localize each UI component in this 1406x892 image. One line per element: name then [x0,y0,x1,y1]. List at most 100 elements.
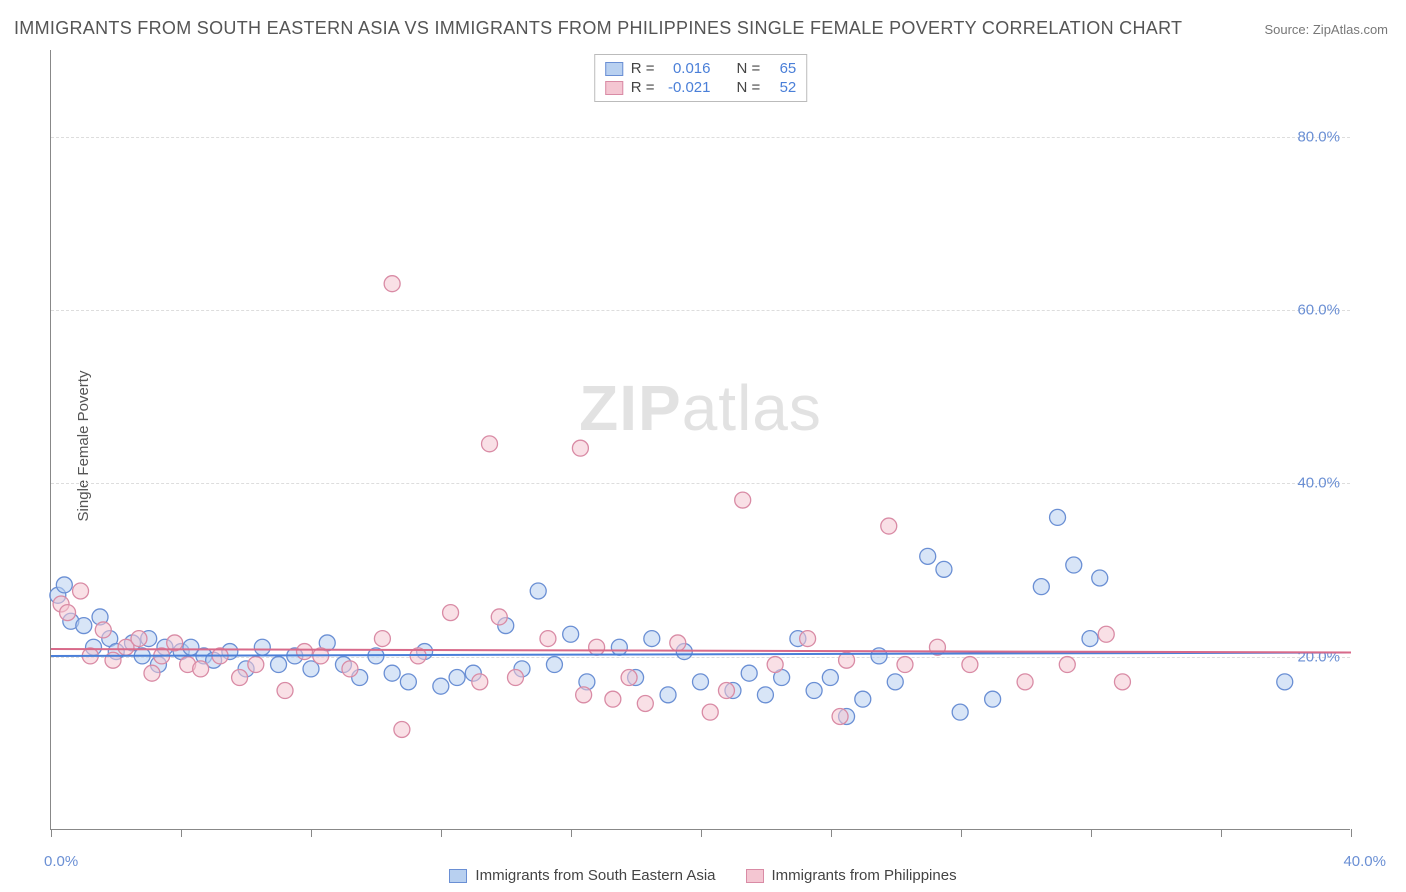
n-value: 65 [768,60,796,77]
x-tick [1221,829,1222,837]
n-label: N = [737,60,761,77]
data-point [232,670,248,686]
data-point [60,605,76,621]
data-point [637,696,653,712]
r-value: -0.021 [663,79,711,96]
scatter-plot [51,50,1350,829]
data-point [384,665,400,681]
legend-bottom: Immigrants from South Eastern Asia Immigr… [0,867,1406,884]
data-point [254,639,270,655]
data-point [887,674,903,690]
n-value: 52 [768,79,796,96]
x-tick [961,829,962,837]
series-swatch [449,869,467,883]
data-point [95,622,111,638]
data-point [952,704,968,720]
data-point [693,674,709,690]
data-point [1059,657,1075,673]
data-point [897,657,913,673]
data-point [449,670,465,686]
data-point [76,618,92,634]
stats-legend-box: R = 0.016 N = 65 R = -0.021 N = 52 [594,54,808,102]
data-point [563,626,579,642]
data-point [757,687,773,703]
data-point [576,687,592,703]
data-point [342,661,358,677]
chart-title: IMMIGRANTS FROM SOUTH EASTERN ASIA VS IM… [14,18,1182,39]
series-swatch [605,81,623,95]
data-point [920,548,936,564]
data-point [131,631,147,647]
data-point [670,635,686,651]
x-tick [701,829,702,837]
data-point [73,583,89,599]
data-point [572,440,588,456]
data-point [374,631,390,647]
legend-label: Immigrants from South Eastern Asia [475,867,715,884]
legend-label: Immigrants from Philippines [772,867,957,884]
data-point [271,657,287,673]
data-point [962,657,978,673]
data-point [491,609,507,625]
data-point [832,708,848,724]
data-point [702,704,718,720]
stats-row: R = -0.021 N = 52 [605,78,797,97]
data-point [1092,570,1108,586]
x-tick [441,829,442,837]
data-point [530,583,546,599]
data-point [56,577,72,593]
data-point [144,665,160,681]
x-tick [181,829,182,837]
data-point [546,657,562,673]
data-point [735,492,751,508]
data-point [1277,674,1293,690]
data-point [800,631,816,647]
data-point [985,691,1001,707]
data-point [1033,579,1049,595]
x-tick [51,829,52,837]
data-point [394,721,410,737]
data-point [297,644,313,660]
r-value: 0.016 [663,60,711,77]
plot-area: ZIPatlas 20.0%40.0%60.0%80.0% R =0.016N … [50,50,1350,830]
x-tick [831,829,832,837]
data-point [936,561,952,577]
data-point [433,678,449,694]
x-tick [311,829,312,837]
data-point [443,605,459,621]
r-label: R = [631,60,655,77]
data-point [644,631,660,647]
x-tick [1091,829,1092,837]
data-point [741,665,757,681]
data-point [384,276,400,292]
n-label: N = [737,79,761,96]
data-point [472,674,488,690]
data-point [806,683,822,699]
data-point [277,683,293,699]
r-label: R = [631,79,655,96]
data-point [1050,509,1066,525]
data-point [660,687,676,703]
data-point [400,674,416,690]
x-tick [571,829,572,837]
data-point [1082,631,1098,647]
data-point [1066,557,1082,573]
data-point [482,436,498,452]
x-tick [1351,829,1352,837]
source-attribution: Source: ZipAtlas.com [1264,22,1388,37]
data-point [1098,626,1114,642]
data-point [605,691,621,707]
stats-row: R = 0.016 N = 65 [605,59,797,78]
data-point [1114,674,1130,690]
data-point [767,657,783,673]
data-point [248,657,264,673]
data-point [193,661,209,677]
data-point [1017,674,1033,690]
data-point [718,683,734,699]
data-point [507,670,523,686]
data-point [822,670,838,686]
legend-item: Immigrants from Philippines [746,867,957,884]
series-swatch [746,869,764,883]
data-point [881,518,897,534]
data-point [621,670,637,686]
